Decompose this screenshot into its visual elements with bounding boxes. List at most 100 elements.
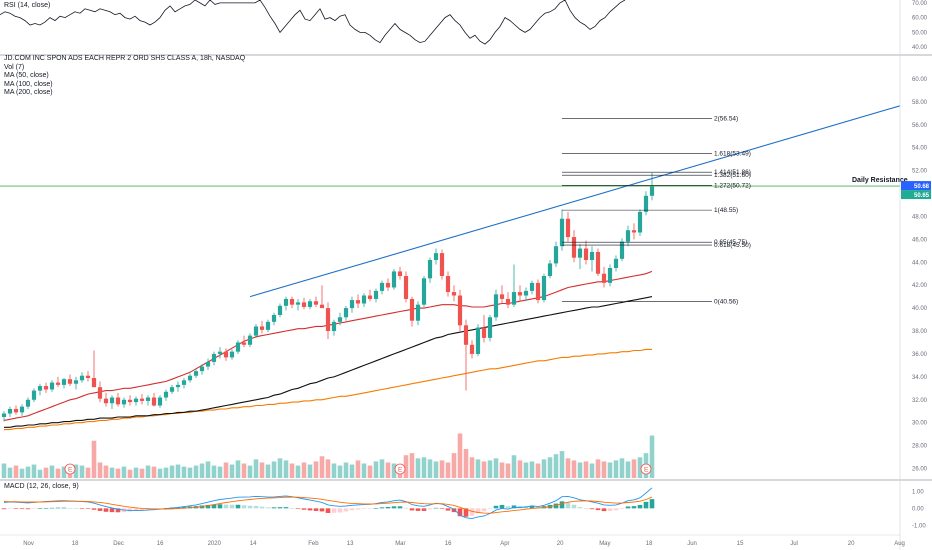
volume-bar <box>61 466 67 478</box>
volume-bar <box>259 462 265 478</box>
price-tick-label: 40.00 <box>912 306 928 312</box>
candle-body <box>589 251 595 260</box>
candle-body <box>643 195 649 212</box>
macd-histogram-bar <box>493 505 499 509</box>
macd-histogram-bar <box>73 508 79 509</box>
macd-histogram-bar <box>301 508 307 510</box>
candle-body <box>427 259 433 279</box>
candle-body <box>1 413 7 417</box>
macd-histogram-bar <box>613 508 619 511</box>
candle-body <box>301 302 307 307</box>
candle-body <box>613 258 619 268</box>
macd-histogram-bar <box>43 508 49 509</box>
macd-histogram-bar <box>571 504 577 509</box>
price-tick-label: 56.00 <box>912 123 928 129</box>
macd-histogram-bar <box>295 508 301 509</box>
candle-body <box>373 290 379 299</box>
x-tick-label: 2020 <box>208 541 222 547</box>
price-tick-label: 52.00 <box>912 169 928 175</box>
candle-body <box>307 301 313 307</box>
main-legend[interactable]: JD.COM INC SPON ADS EACH REPR 2 ORD SHS … <box>4 55 245 98</box>
macd-histogram-bar <box>403 507 409 509</box>
macd-histogram-bar <box>361 508 367 510</box>
macd-histogram-bar <box>481 508 487 512</box>
candle-body <box>319 304 325 309</box>
price-tick-label: 30.00 <box>912 421 928 427</box>
volume-bar <box>181 466 187 478</box>
macd-histogram-bar <box>625 506 631 509</box>
price-tick-label: 26.00 <box>912 467 928 473</box>
candle-body <box>361 295 367 304</box>
rsi-tick-label: 40.00 <box>912 45 928 51</box>
candle-body <box>385 282 391 288</box>
rsi-legend[interactable]: RSI (14, close) <box>4 2 50 11</box>
candle-body <box>217 351 223 354</box>
macd-histogram-bar <box>37 508 43 509</box>
volume-bar <box>199 463 205 478</box>
macd-histogram-bar <box>325 508 331 513</box>
candle-body <box>379 282 385 291</box>
macd-histogram-bar <box>649 499 655 509</box>
price-tick-label: 54.00 <box>912 146 928 152</box>
candle-body <box>541 276 547 301</box>
volume-bar <box>415 458 421 478</box>
candle-body <box>619 241 625 259</box>
candle-body <box>67 379 73 384</box>
candle-body <box>91 378 97 388</box>
macd-histogram-bar <box>475 508 481 513</box>
volume-bar <box>559 451 565 478</box>
volume-bar <box>277 458 283 478</box>
x-tick-label: 15 <box>737 541 744 547</box>
volume-bar <box>175 464 181 478</box>
x-tick-label: 18 <box>72 541 79 547</box>
macd-histogram-bar <box>589 508 595 510</box>
candle-body <box>457 295 463 326</box>
x-tick-label: Apr <box>500 541 509 547</box>
price-tick-label: 44.00 <box>912 260 928 266</box>
candle-body <box>553 246 559 264</box>
candle-body <box>601 273 607 283</box>
candle-body <box>397 271 403 277</box>
macd-legend[interactable]: MACD (12, 26, close, 9) <box>4 483 79 492</box>
volume-bar <box>439 460 445 478</box>
x-tick-label: 16 <box>157 541 164 547</box>
rsi-tick-label: 50.00 <box>912 30 928 36</box>
macd-histogram-bar <box>433 507 439 509</box>
ma200-line <box>4 348 652 431</box>
fib-level-label: 1.382(51.60) <box>714 172 751 179</box>
volume-bar <box>517 460 523 478</box>
volume-bar <box>217 466 223 478</box>
price-tick-label: 60.00 <box>912 77 928 83</box>
macd-histogram-bar <box>91 508 97 510</box>
ma50-legend: MA (50, close) <box>4 72 49 79</box>
macd-histogram-bar <box>631 506 637 509</box>
ma100-line <box>4 296 653 428</box>
rsi-tick-label: 60.00 <box>912 16 928 22</box>
price-tick-label: 58.00 <box>912 100 928 106</box>
macd-histogram-bar <box>283 507 289 509</box>
candle-body <box>127 399 133 403</box>
candle-body <box>343 308 349 318</box>
candle-body <box>409 298 415 321</box>
volume-bar <box>595 459 601 478</box>
macd-histogram-bar <box>247 505 253 509</box>
fib-level-label: 1.272(50.72) <box>714 182 751 189</box>
fib-level-label: 1.414(51.86) <box>714 169 751 176</box>
macd-histogram-bar <box>643 501 649 509</box>
candle-body <box>199 366 205 372</box>
fib-level-label: 2(56.54) <box>714 116 738 123</box>
volume-bar <box>79 465 85 478</box>
price-badge <box>901 181 931 191</box>
candle-body <box>235 342 241 352</box>
macd-histogram-bar <box>19 508 25 510</box>
candle-body <box>475 327 481 354</box>
macd-histogram-bar <box>409 508 415 511</box>
volume-bar <box>499 462 505 478</box>
trendline <box>249 105 901 298</box>
candle-body <box>439 253 445 277</box>
candle-body <box>547 263 553 277</box>
macd-histogram-bar <box>49 507 55 509</box>
volume-bar <box>253 459 259 478</box>
volume-bar <box>31 464 37 478</box>
